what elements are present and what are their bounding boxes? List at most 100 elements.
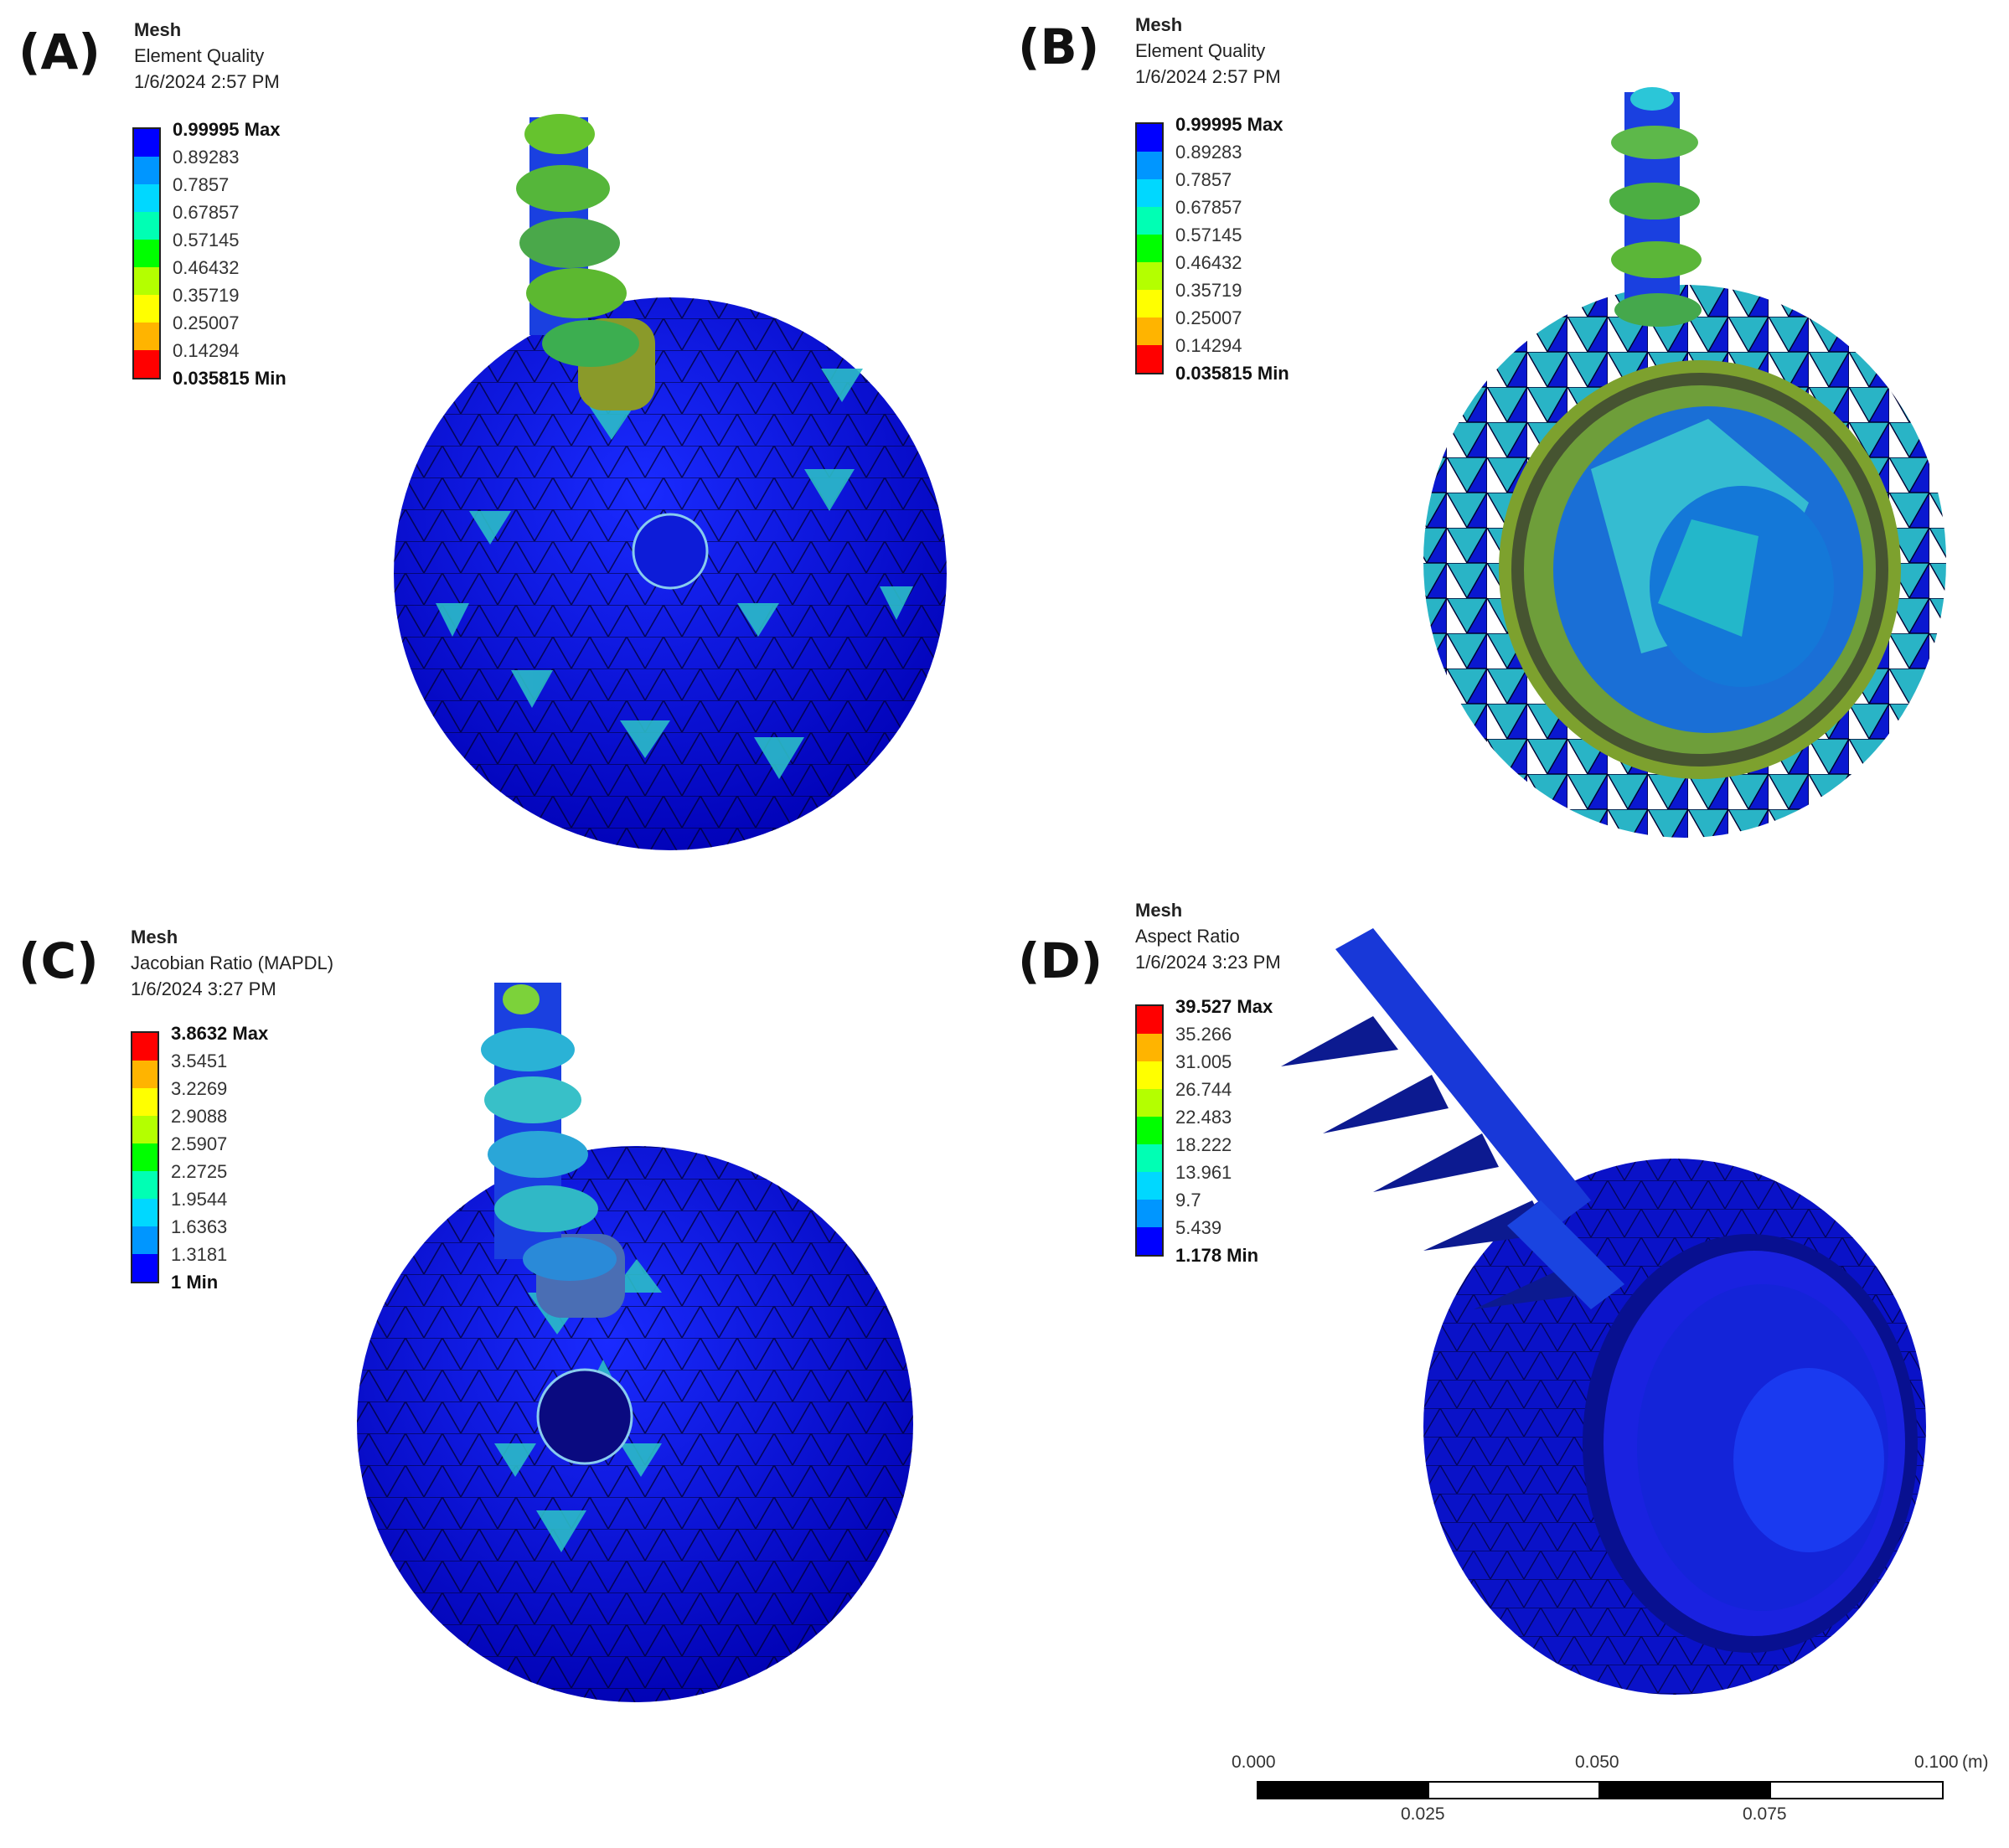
scale-segment: [1598, 1781, 1773, 1799]
screw-mesh: [1281, 928, 1624, 1309]
legend-color-swatch: [1137, 235, 1162, 262]
legend-color-swatch: [134, 184, 159, 212]
legend-value: 1.3181: [171, 1244, 228, 1265]
scale-tick-0-050: 0.050: [1575, 1753, 1619, 1772]
legend-metric: Aspect Ratio: [1135, 926, 1240, 947]
legend-value: 5.439: [1175, 1217, 1222, 1238]
legend-color-bar: [131, 1031, 159, 1283]
scale-tick-0-100: 0.100: [1914, 1753, 1959, 1772]
cup-mesh: [1423, 285, 1946, 838]
legend-value: 0.99995 Max: [1175, 114, 1283, 135]
screw-mesh: [1609, 87, 1702, 327]
legend-value: 0.14294: [173, 340, 240, 361]
legend-metric: Jacobian Ratio (MAPDL): [131, 952, 334, 973]
legend-value: 18.222: [1175, 1134, 1232, 1155]
legend-color-swatch: [1137, 124, 1162, 152]
legend-header: Mesh Element Quality 1/6/2024 2:57 PM: [134, 17, 280, 95]
legend-value: 2.9088: [171, 1106, 228, 1127]
legend-color-swatch: [134, 323, 159, 350]
legend-value: 0.99995 Max: [173, 119, 281, 140]
legend-title: Mesh: [1135, 900, 1183, 921]
legend-value: 1 Min: [171, 1272, 219, 1293]
legend-value: 1.6363: [171, 1216, 228, 1237]
legend-title: Mesh: [131, 927, 178, 947]
sphere-mesh: [394, 297, 947, 850]
legend-color-swatch: [132, 1061, 158, 1088]
legend-header: Mesh Aspect Ratio 1/6/2024 3:23 PM: [1135, 897, 1281, 975]
scale-tick-0-025: 0.025: [1401, 1804, 1445, 1824]
legend-value: 1.178 Min: [1175, 1245, 1259, 1266]
legend-value: 3.2269: [171, 1078, 228, 1099]
legend-color-swatch: [1137, 1172, 1162, 1200]
mesh-view: [1281, 928, 1926, 1695]
legend-header: Mesh Element Quality 1/6/2024 2:57 PM: [1135, 12, 1281, 90]
legend-value: 39.527 Max: [1175, 996, 1273, 1017]
legend-color-bar: [1135, 1004, 1164, 1257]
legend-value: 3.5451: [171, 1050, 228, 1071]
legend-color-swatch: [1137, 1117, 1162, 1144]
scale-segment: [1769, 1781, 1944, 1799]
legend-color-swatch: [1137, 262, 1162, 290]
screw-mesh: [516, 114, 655, 410]
legend-value: 0.7857: [1175, 169, 1232, 190]
legend-value: 0.25007: [173, 312, 240, 333]
legend-value: 13.961: [1175, 1162, 1232, 1183]
legend-metric: Element Quality: [134, 45, 265, 66]
legend-color-swatch: [1137, 345, 1162, 373]
panel-b: (B) Mesh Element Quality 1/6/2024 2:57 P…: [1004, 0, 2009, 924]
panel-d: (D) Mesh Aspect Ratio 1/6/2024 3:23 PM 3…: [1004, 900, 2009, 1848]
legend-color-swatch: [1137, 179, 1162, 207]
legend-value: 0.35719: [173, 285, 240, 306]
legend-value: 0.14294: [1175, 335, 1242, 356]
legend-color-swatch: [1137, 1089, 1162, 1117]
scale-unit: (m): [1962, 1753, 1989, 1772]
legend-color-swatch: [134, 129, 159, 157]
legend-value: 0.035815 Min: [173, 368, 287, 389]
panel-c: (C) Mesh Jacobian Ratio (MAPDL) 1/6/2024…: [0, 924, 1004, 1848]
mesh-view: [1423, 87, 1946, 838]
legend-value: 0.7857: [173, 174, 230, 195]
legend-value: 0.46432: [173, 257, 240, 278]
legend-color-swatch: [1137, 1200, 1162, 1227]
legend-color-swatch: [132, 1171, 158, 1199]
legend-value: 0.35719: [1175, 280, 1242, 301]
mesh-view: [357, 983, 913, 1702]
scale-bar: 0.000 0.050 0.100 (m) 0.025 0.075: [1206, 1753, 2002, 1836]
legend-color-swatch: [132, 1254, 158, 1282]
screw-mesh: [481, 983, 625, 1318]
legend-date: 1/6/2024 2:57 PM: [134, 71, 280, 92]
legend-color-swatch: [132, 1116, 158, 1143]
scale-segment: [1257, 1781, 1431, 1799]
legend-color-swatch: [132, 1143, 158, 1171]
legend-value: 22.483: [1175, 1107, 1232, 1128]
legend-value: 0.46432: [1175, 252, 1242, 273]
legend-value: 0.57145: [1175, 225, 1242, 245]
legend-color-swatch: [134, 267, 159, 295]
legend-value: 2.2725: [171, 1161, 228, 1182]
legend-color-swatch: [132, 1226, 158, 1254]
legend-date: 1/6/2024 2:57 PM: [1135, 66, 1281, 87]
sphere-mesh: [357, 1146, 913, 1702]
legend-color-swatch: [134, 212, 159, 240]
panel-label: (C): [18, 932, 99, 989]
panel-a: (A) Mesh Element Quality 1/6/2024 2:57 P…: [0, 0, 1004, 924]
legend-color-swatch: [134, 240, 159, 267]
legend-value: 3.8632 Max: [171, 1023, 269, 1044]
legend-value: 0.67857: [1175, 197, 1242, 218]
legend-color-swatch: [1137, 1034, 1162, 1061]
legend-color-bar: [1135, 122, 1164, 374]
legend-date: 1/6/2024 3:27 PM: [131, 978, 276, 999]
legend-color-swatch: [134, 157, 159, 184]
legend-color-swatch: [132, 1033, 158, 1061]
legend-value: 9.7: [1175, 1190, 1201, 1210]
legend-color-swatch: [1137, 152, 1162, 179]
legend-header: Mesh Jacobian Ratio (MAPDL) 1/6/2024 3:2…: [131, 924, 333, 1002]
legend-color-swatch: [1137, 1061, 1162, 1089]
legend-value: 35.266: [1175, 1024, 1232, 1045]
legend-value: 0.57145: [173, 230, 240, 250]
legend-title: Mesh: [134, 19, 182, 40]
legend-color-bar: [132, 127, 161, 379]
legend-value: 26.744: [1175, 1079, 1232, 1100]
panel-label: (B): [1018, 18, 1100, 75]
legend-color-swatch: [134, 295, 159, 323]
